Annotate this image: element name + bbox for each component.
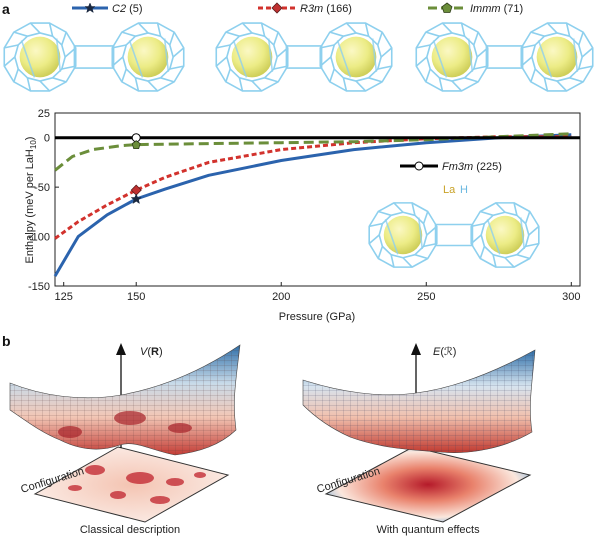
x-tick-label: 200 <box>272 291 290 303</box>
atom-legend-h: H <box>460 184 468 196</box>
top-legend: C2 (5) R3m (166) Immm (71) <box>72 2 523 15</box>
y-tick-label: -50 <box>34 182 50 194</box>
classical-caption: Classical description <box>80 524 180 536</box>
classical-surface-wells <box>58 411 192 438</box>
crystal-structures-row <box>3 22 594 268</box>
circle-marker-icon <box>414 161 424 171</box>
classical-heatmap-floor <box>33 446 230 523</box>
classical-axis-label: V(R) <box>140 346 163 358</box>
diamond-marker-icon <box>271 2 283 14</box>
x-tick-label: 150 <box>127 291 145 303</box>
x-axis-label: Pressure (GPa) <box>279 311 355 323</box>
fm3m-structure <box>368 202 540 268</box>
la-atom <box>383 215 423 255</box>
la-atom <box>231 36 273 78</box>
c2-structure <box>3 22 185 92</box>
y-tick-label: -100 <box>28 232 50 244</box>
classical-landscape: V(R) Configuration Classical description <box>9 343 241 536</box>
immm-structure-cage-left <box>415 22 489 92</box>
pentagon-marker-icon <box>441 2 453 13</box>
immm-structure-bridge <box>485 45 524 69</box>
star-marker-icon <box>84 2 96 14</box>
y-axis-ticks: 25 0 -50 -100 -150 <box>28 108 59 293</box>
c2-structure-cage-right <box>111 22 185 92</box>
immm-structure-cage-right <box>520 22 594 92</box>
legend-fm3m-suffix: (225) <box>473 161 502 173</box>
legend-immm-suffix: (71) <box>501 3 524 15</box>
marker-layer <box>130 133 142 205</box>
y-tick-label: 0 <box>44 133 50 145</box>
panel-b-letter: b <box>2 333 11 349</box>
legend-entry-c2: C2 (5) <box>72 2 143 15</box>
x-axis-ticks: 125 150 200 250 300 <box>55 282 580 303</box>
y-axis-label: Enthalpy (meV per LaH10) <box>24 137 38 264</box>
r3m-structure-bridge <box>285 45 323 69</box>
quantum-axis-label: E(ℛ) <box>433 346 456 358</box>
la-atom <box>485 215 525 255</box>
atom-legend-la: La <box>443 184 456 196</box>
svg-text:Immm (71): Immm (71) <box>470 3 523 15</box>
immm-point-marker <box>131 140 141 150</box>
c2-structure-cage-left <box>3 22 77 92</box>
immm-structure <box>415 22 594 92</box>
x-tick-label: 125 <box>55 291 73 303</box>
la-atom <box>431 36 473 78</box>
la-atom <box>19 36 61 78</box>
c2-point-marker <box>130 193 142 205</box>
fm3m-structure-cage-left <box>368 202 438 268</box>
legend-entry-fm3m: Fm3m (225) <box>400 161 502 173</box>
up-arrow-icon <box>411 343 421 355</box>
y-tick-label: 25 <box>38 108 50 120</box>
legend-r3m-name: R3m <box>300 3 323 15</box>
series-line-c2 <box>53 133 572 277</box>
legend-immm-name: Immm <box>470 3 501 15</box>
legend-r3m-suffix: (166) <box>323 3 352 15</box>
fm3m-structure-cage-right <box>470 202 540 268</box>
fm3m-structure-bridge <box>434 223 474 247</box>
up-arrow-icon <box>116 343 126 355</box>
panel-a-letter: a <box>2 1 10 17</box>
enthalpy-plot: 250-50-100-150 125 150 200 250 300 Pressure … <box>24 108 581 323</box>
la-atom <box>335 36 377 78</box>
legend-entry-r3m: R3m (166) <box>258 2 352 15</box>
la-atom <box>127 36 169 78</box>
quantum-caption: With quantum effects <box>376 524 480 536</box>
r3m-structure-cage-left <box>215 22 289 92</box>
x-tick-label: 250 <box>417 291 435 303</box>
x-tick-label: 300 <box>562 291 580 303</box>
la-atom <box>536 36 578 78</box>
classical-heatmap-hotspots <box>68 465 206 504</box>
legend-fm3m-name: Fm3m <box>442 161 473 173</box>
c2-structure-bridge <box>73 45 115 69</box>
series-line-immm <box>54 132 572 172</box>
legend-entry-immm: Immm (71) <box>428 2 523 15</box>
svg-text:Fm3m (225): Fm3m (225) <box>442 161 502 173</box>
svg-text:C2 (5): C2 (5) <box>112 3 143 15</box>
quantum-landscape: E(ℛ) Configuration With quantum effects <box>302 343 536 536</box>
quantum-heatmap-floor <box>324 446 532 523</box>
svg-text:R3m (166): R3m (166) <box>300 3 352 15</box>
atom-legend: La H <box>443 184 468 196</box>
series-layer <box>53 132 580 277</box>
legend-c2-suffix: (5) <box>126 3 143 15</box>
legend-c2-name: C2 <box>112 3 126 15</box>
r3m-structure <box>215 22 393 92</box>
plot-frame <box>54 112 581 287</box>
y-tick-label: -150 <box>28 281 50 293</box>
series-line-r3m <box>54 135 572 240</box>
r3m-structure-cage-right <box>319 22 393 92</box>
